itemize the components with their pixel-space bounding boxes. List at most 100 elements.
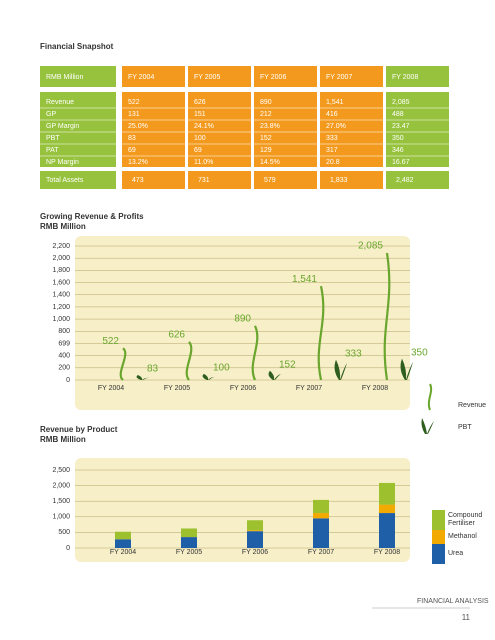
total-cell (254, 171, 317, 189)
x-tick-label: FY 2006 (230, 385, 256, 392)
cell-text: PAT (46, 147, 59, 154)
pbt-plant (202, 373, 215, 380)
y-tick-label: 2,500 (52, 467, 70, 474)
y-tick-label: 1,800 (52, 267, 70, 274)
legend-swatch (432, 510, 445, 530)
total-cell (40, 171, 116, 189)
bar-segment (379, 482, 395, 505)
x-tick-label: FY 2007 (308, 549, 334, 556)
bar-segment (313, 513, 329, 519)
x-tick-label: FY 2007 (296, 385, 322, 392)
cell-text: 212 (260, 111, 272, 118)
revenue-vine (251, 325, 259, 381)
cell-text: 27.0% (326, 123, 346, 130)
pbt-label: 350 (411, 347, 428, 358)
cell-text: 1,541 (326, 99, 344, 106)
y-tick-label: 0 (66, 545, 70, 552)
cell-text: 1,833 (330, 177, 348, 184)
legend-icon (427, 383, 433, 411)
cell-text: 416 (326, 111, 338, 118)
total-cell (386, 171, 449, 189)
legend-label: Compound Fertiliser (448, 512, 483, 527)
cell-text: 2,482 (396, 177, 414, 184)
cell-text: 23.47 (392, 123, 410, 130)
header-text: FY 2007 (326, 74, 352, 81)
revenue-label: 2,085 (358, 241, 383, 252)
header-text: FY 2006 (260, 74, 286, 81)
x-tick-label: FY 2005 (164, 385, 190, 392)
header-text: RMB Million (46, 74, 83, 81)
cell-text: 890 (260, 99, 272, 106)
cell-text: 14.5% (260, 159, 280, 166)
x-tick-label: FY 2008 (362, 385, 388, 392)
cell-text: 626 (194, 99, 206, 106)
revenue-vine (119, 347, 127, 381)
cell-text: 23.8% (260, 123, 280, 130)
header-text: FY 2008 (392, 74, 418, 81)
cell-text: 579 (264, 177, 276, 184)
legend-label: Urea (448, 550, 464, 557)
y-tick-label: 800 (58, 328, 70, 335)
cell-text: 16.67 (392, 159, 410, 166)
revenue-label: 626 (168, 330, 185, 341)
cell-text: 317 (326, 147, 338, 154)
revenue-vine (383, 252, 391, 381)
pbt-plant (400, 358, 413, 380)
legend-label: PBT (458, 424, 472, 431)
y-tick-label: 2,000 (52, 482, 70, 489)
header-cell (254, 66, 317, 87)
bar-segment (181, 528, 197, 538)
bar-segment (247, 531, 263, 548)
cell-text: 333 (326, 135, 338, 142)
body-cell (320, 92, 383, 167)
bar-segment (247, 520, 263, 531)
legend-swatch (432, 530, 445, 544)
legend-label: Methanol (448, 533, 477, 540)
cell-text: 350 (392, 135, 404, 142)
total-cell (320, 171, 383, 189)
pbt-label: 152 (279, 359, 296, 370)
y-tick-label: 0 (66, 377, 70, 384)
cell-text: PBT (46, 135, 60, 142)
cell-text: GP (46, 111, 56, 118)
y-tick-label: 2,000 (52, 255, 70, 262)
pbt-label: 100 (213, 363, 230, 374)
y-tick-label: 1,500 (52, 498, 70, 505)
body-cell (40, 92, 116, 167)
y-tick-label: 400 (58, 352, 70, 359)
cell-text: 11.0% (194, 159, 213, 166)
bar-segment (313, 518, 329, 548)
cell-text: 151 (194, 111, 206, 118)
y-tick-label: 1,400 (52, 292, 70, 299)
page-number: 11 (462, 613, 471, 622)
cell-text: 25.0% (128, 123, 148, 130)
cell-text: 24.1% (194, 123, 214, 130)
plot-background (75, 236, 410, 410)
cell-text: Revenue (46, 99, 74, 106)
bar-segment (247, 530, 263, 532)
cell-text: 20.8 (326, 159, 340, 166)
x-tick-label: FY 2006 (242, 549, 268, 556)
total-cell (122, 171, 185, 189)
cell-text: 522 (128, 99, 140, 106)
cell-text: 731 (198, 177, 210, 184)
y-tick-label: 1,200 (52, 304, 70, 311)
y-tick-label: 200 (58, 365, 70, 372)
cell-text: 488 (392, 111, 404, 118)
x-tick-label: FY 2004 (98, 385, 124, 392)
cell-text: 100 (194, 135, 206, 142)
chart-title: Revenue by Product (40, 425, 118, 434)
x-tick-label: FY 2005 (176, 549, 202, 556)
y-tick-label: 500 (58, 529, 70, 536)
cell-text: 2,085 (392, 99, 410, 106)
body-cell (254, 92, 317, 167)
legend-label: Revenue (458, 402, 486, 409)
header-text: FY 2005 (194, 74, 220, 81)
header-cell (386, 66, 449, 87)
chart-title: Growing Revenue & Profits (40, 212, 144, 221)
body-cell (122, 92, 185, 167)
legend-icon (421, 418, 434, 434)
cell-text: 83 (128, 135, 136, 142)
